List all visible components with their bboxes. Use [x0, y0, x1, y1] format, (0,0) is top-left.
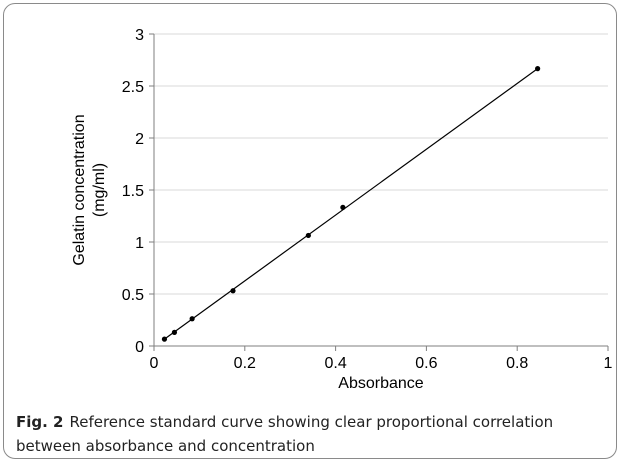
series	[161, 66, 541, 342]
y-tick-label: 2	[135, 131, 144, 148]
y-axis-title-line-2: (mg/ml)	[91, 163, 108, 217]
y-axis-title: Gelatin concentration (mg/ml)	[71, 114, 108, 265]
data-point	[305, 232, 311, 239]
y-tick-label: 1.5	[122, 183, 144, 200]
caption-text: Reference standard curve showing clear p…	[16, 413, 554, 455]
tick-labels: 0 0.5 1 1.5 2 2.5 3 0 0.2 0.4 0.6 0.8 1	[122, 27, 613, 372]
y-tick-label: 2.5	[122, 79, 144, 96]
data-point	[171, 329, 178, 335]
figure-caption: Fig. 2 Reference standard curve showing c…	[16, 410, 606, 458]
axes	[149, 33, 609, 351]
figure-frame	[3, 3, 617, 459]
grid-lines	[154, 33, 608, 295]
data-point	[189, 316, 195, 322]
trendline	[164, 68, 538, 340]
x-tick-label: 0.2	[234, 355, 256, 372]
data-point	[161, 336, 168, 342]
y-tick-label: 1	[135, 235, 144, 252]
figure-label: Fig. 2	[16, 413, 64, 431]
x-tick-label: 0.6	[415, 355, 437, 372]
data-point	[340, 204, 346, 210]
y-tick-label: 0	[135, 339, 144, 356]
x-tick-label: 0.4	[324, 355, 346, 372]
y-tick-label: 0.5	[122, 287, 144, 304]
data-point	[230, 288, 236, 294]
x-axis-title: Absorbance	[338, 375, 423, 392]
x-tick-label: 1	[604, 355, 613, 372]
y-axis-title-line-1: Gelatin concentration	[71, 114, 88, 265]
chart: 0 0.5 1 1.5 2 2.5 3 0 0.2 0.4 0.6 0.8 1 Absorbance G…	[71, 27, 613, 392]
y-tick-label: 3	[135, 27, 144, 44]
x-tick-label: 0.8	[506, 355, 528, 372]
data-point	[535, 66, 541, 72]
x-tick-label: 0	[150, 355, 159, 372]
